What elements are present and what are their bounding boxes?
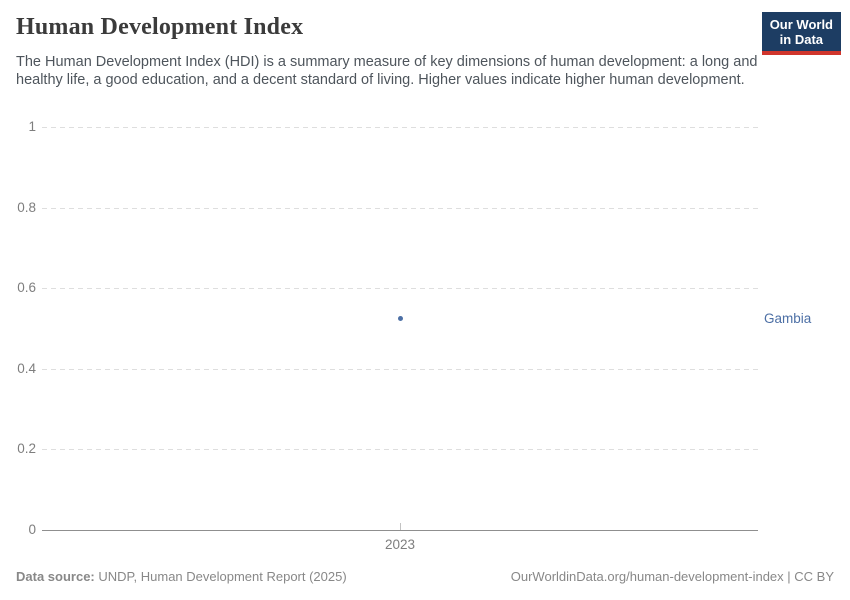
y-tick-label: 0.2	[17, 441, 36, 457]
chart-footer: Data source: UNDP, Human Development Rep…	[16, 569, 834, 585]
data-source-note: Data source: UNDP, Human Development Rep…	[16, 569, 347, 585]
y-gridline	[42, 449, 758, 451]
owid-logo[interactable]: Our World in Data	[761, 12, 841, 55]
y-gridline	[42, 127, 758, 128]
x-axis-line	[42, 530, 758, 531]
y-tick-label: 0.6	[17, 280, 36, 296]
entity-label-gambia[interactable]: Gambia	[764, 310, 812, 326]
data-source-text: UNDP, Human Development Report (2025)	[94, 569, 347, 584]
owid-logo-line2: in Data	[779, 32, 824, 47]
data-point-gambia[interactable]	[397, 316, 403, 322]
y-tick-label: 0	[28, 522, 36, 537]
data-source-label: Data source:	[16, 569, 95, 584]
y-tick-label: 0.8	[17, 199, 36, 215]
x-tick-label: 2023	[384, 537, 416, 552]
y-gridline	[42, 207, 758, 209]
y-gridline	[42, 288, 758, 290]
chart-subtitle: The Human Development Index (HDI) is a s…	[16, 54, 758, 89]
chart-title: Human Development Index	[16, 14, 304, 40]
owid-logo-line1: Our World	[769, 17, 833, 32]
x-tick-mark	[400, 523, 401, 530]
y-tick-label: 0.4	[17, 360, 36, 376]
footer-citation-link[interactable]: OurWorldinData.org/human-development-ind…	[510, 569, 834, 584]
y-tick-label: 1	[28, 119, 36, 134]
y-gridline	[42, 368, 758, 370]
